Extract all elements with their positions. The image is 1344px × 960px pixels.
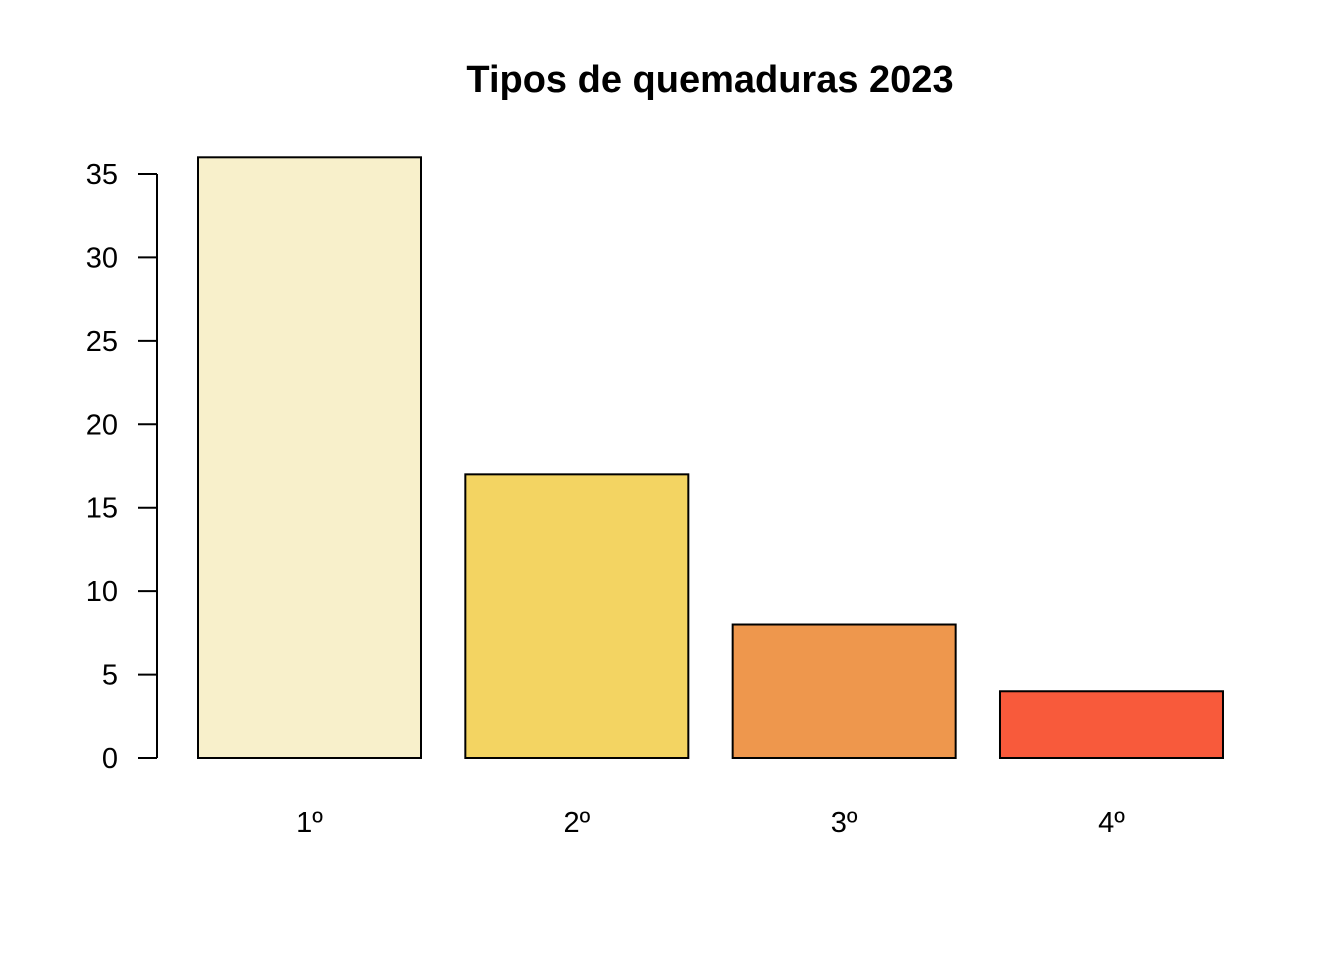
bar-1 [197, 156, 422, 759]
bars [197, 156, 1224, 760]
bar-2 [464, 473, 690, 759]
y-tick-label: 25 [86, 326, 118, 358]
x-axis-labels: 1º 2º 3º 4º [296, 807, 1125, 839]
chart-title: Tipos de quemaduras 2023 [466, 59, 953, 101]
y-tick-label: 35 [86, 159, 118, 191]
y-tick-label: 5 [102, 660, 118, 692]
y-tick-label: 30 [86, 242, 118, 274]
y-tick-label: 0 [102, 743, 118, 775]
y-axis-ticks: 0 5 10 15 20 25 30 35 [86, 159, 157, 775]
x-tick-label: 1º [296, 807, 323, 839]
x-tick-label: 3º [831, 807, 858, 839]
y-tick-label: 20 [86, 409, 118, 441]
x-tick-label: 2º [563, 807, 590, 839]
y-tick-label: 15 [86, 493, 118, 525]
x-tick-label: 4º [1098, 807, 1125, 839]
bar-3 [731, 623, 957, 760]
bar-4 [998, 690, 1224, 759]
y-tick-label: 10 [86, 576, 118, 608]
